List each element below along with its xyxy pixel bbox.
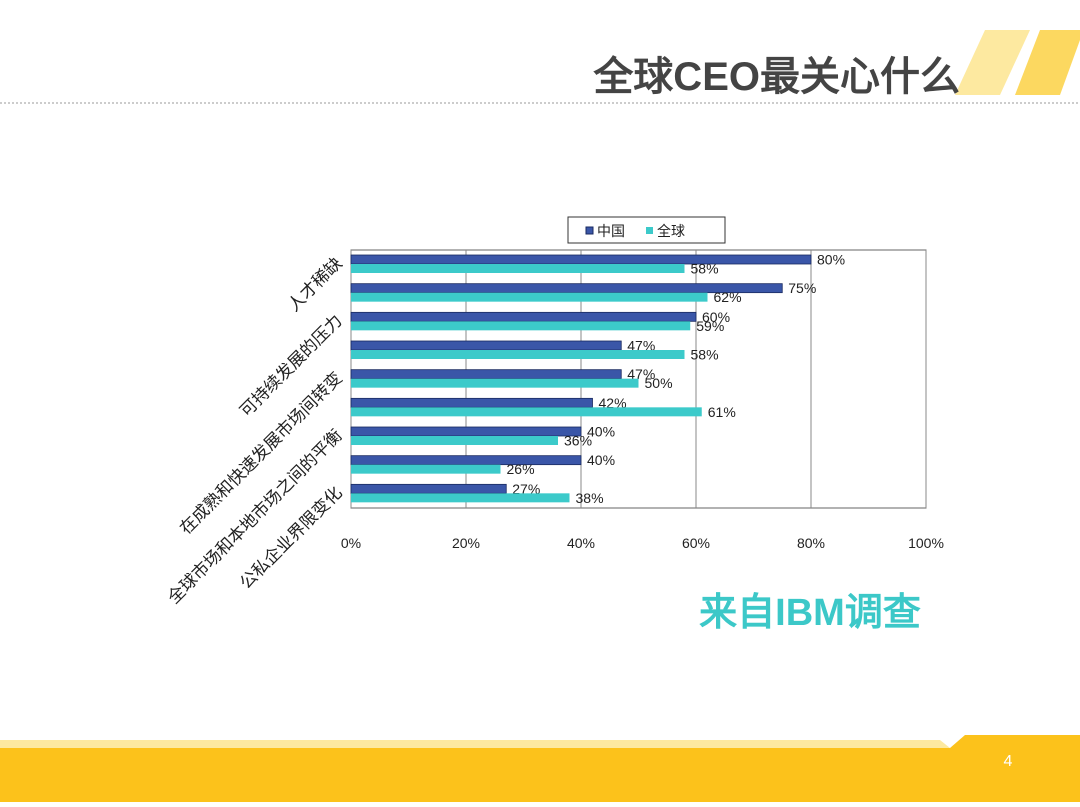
- page-number: 4: [1004, 753, 1013, 770]
- data-label: 40%: [587, 424, 615, 440]
- deco-stripe: [955, 30, 1030, 95]
- bar: [351, 378, 639, 388]
- data-label: 80%: [817, 252, 845, 268]
- footer-stripe: [0, 740, 950, 748]
- footer-band: [0, 735, 1080, 802]
- bar: [350, 311, 697, 322]
- data-label: 27%: [512, 481, 540, 497]
- bar: [350, 455, 582, 466]
- bar: [350, 340, 622, 351]
- data-label: 61%: [708, 404, 736, 420]
- bar: [351, 350, 685, 359]
- x-tick-label: 40%: [567, 535, 595, 551]
- legend-swatch: [585, 226, 594, 235]
- bar: [351, 407, 702, 417]
- data-label: 38%: [576, 490, 604, 506]
- x-tick-label: 80%: [797, 535, 825, 551]
- data-label: 59%: [696, 318, 724, 334]
- bar: [351, 464, 501, 474]
- data-label: 58%: [691, 261, 719, 277]
- legend-label: 中国: [597, 223, 625, 239]
- bar: [351, 264, 685, 273]
- bar: [350, 397, 593, 408]
- deco-stripe: [1015, 30, 1080, 95]
- bar: [350, 369, 622, 380]
- data-label: 42%: [599, 395, 627, 411]
- data-label: 60%: [702, 309, 730, 325]
- annotation: 来自IBM调查: [699, 592, 921, 634]
- bar: [351, 292, 708, 302]
- bar: [351, 436, 558, 445]
- data-label: 40%: [587, 452, 615, 468]
- bar: [350, 483, 507, 494]
- data-label: 58%: [691, 347, 719, 363]
- bar: [350, 254, 812, 265]
- legend-label: 全球: [657, 223, 685, 239]
- x-tick-label: 100%: [908, 535, 944, 551]
- x-tick-label: 0%: [341, 535, 361, 551]
- slide-title: 全球CEO最关心什么: [592, 54, 960, 99]
- bar: [351, 321, 691, 331]
- x-tick-label: 20%: [452, 535, 480, 551]
- data-label: 50%: [645, 375, 673, 391]
- data-label: 62%: [714, 289, 742, 305]
- data-label: 36%: [564, 433, 592, 449]
- data-label: 47%: [627, 338, 655, 354]
- data-label: 47%: [627, 366, 655, 382]
- x-tick-label: 60%: [682, 535, 710, 551]
- data-label: 26%: [507, 461, 535, 477]
- bar: [351, 493, 570, 503]
- bar: [350, 426, 582, 437]
- data-label: 75%: [788, 280, 816, 296]
- legend-swatch: [646, 227, 653, 234]
